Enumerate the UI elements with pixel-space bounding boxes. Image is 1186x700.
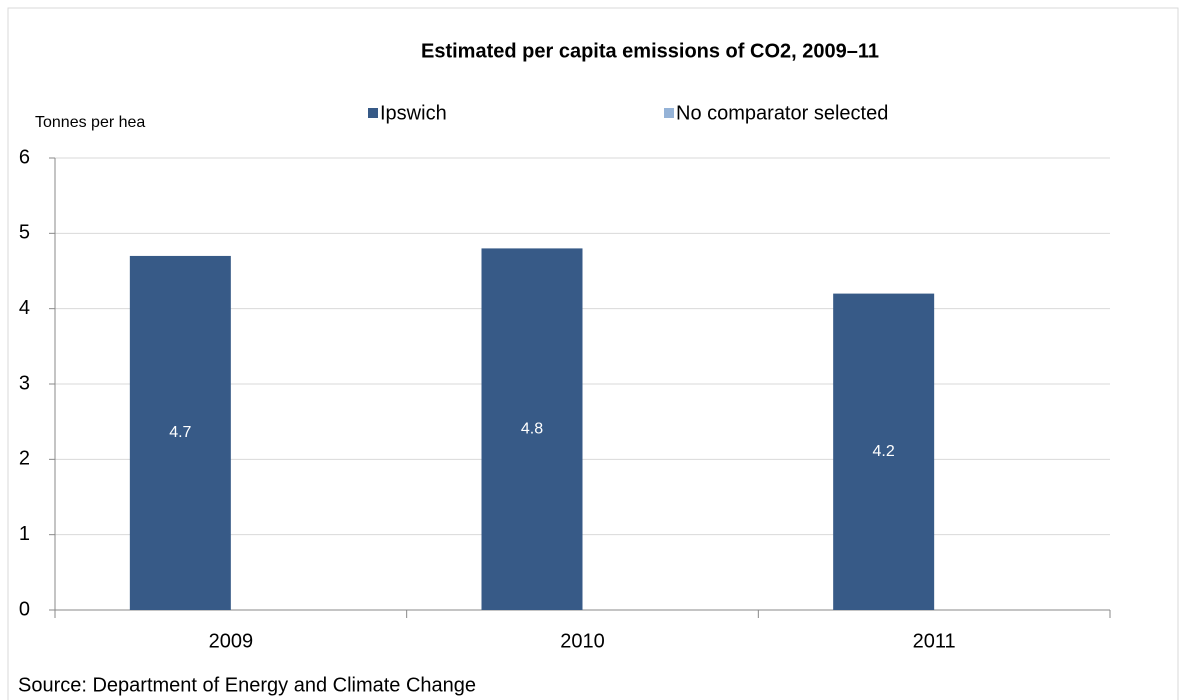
y-tick-label: 5 <box>19 222 30 244</box>
chart-title: Estimated per capita emissions of CO2, 2… <box>421 40 879 62</box>
y-tick-label: 0 <box>19 598 30 620</box>
legend-label: Ipswich <box>380 102 447 124</box>
data-label: 4.7 <box>169 424 191 441</box>
bar <box>833 293 935 610</box>
y-tick-label: 4 <box>19 297 30 319</box>
y-tick-label: 1 <box>19 523 30 545</box>
legend-swatch <box>664 108 674 118</box>
x-tick-label: 2010 <box>560 630 605 652</box>
source-note: Source: Department of Energy and Climate… <box>18 674 476 696</box>
y-tick-label: 3 <box>19 372 30 394</box>
y-tick-label: 2 <box>19 448 30 470</box>
y-axis-label: Tonnes per hea <box>35 114 145 131</box>
x-tick-label: 2011 <box>913 630 956 652</box>
data-label: 4.8 <box>521 420 543 437</box>
chart-border <box>7 7 1179 700</box>
bar <box>481 248 583 610</box>
y-tick-label: 6 <box>19 146 30 168</box>
legend-swatch <box>368 108 378 118</box>
bar <box>129 255 231 610</box>
data-label: 4.2 <box>873 443 895 460</box>
legend-label: No comparator selected <box>676 102 888 124</box>
x-tick-label: 2009 <box>209 630 254 652</box>
